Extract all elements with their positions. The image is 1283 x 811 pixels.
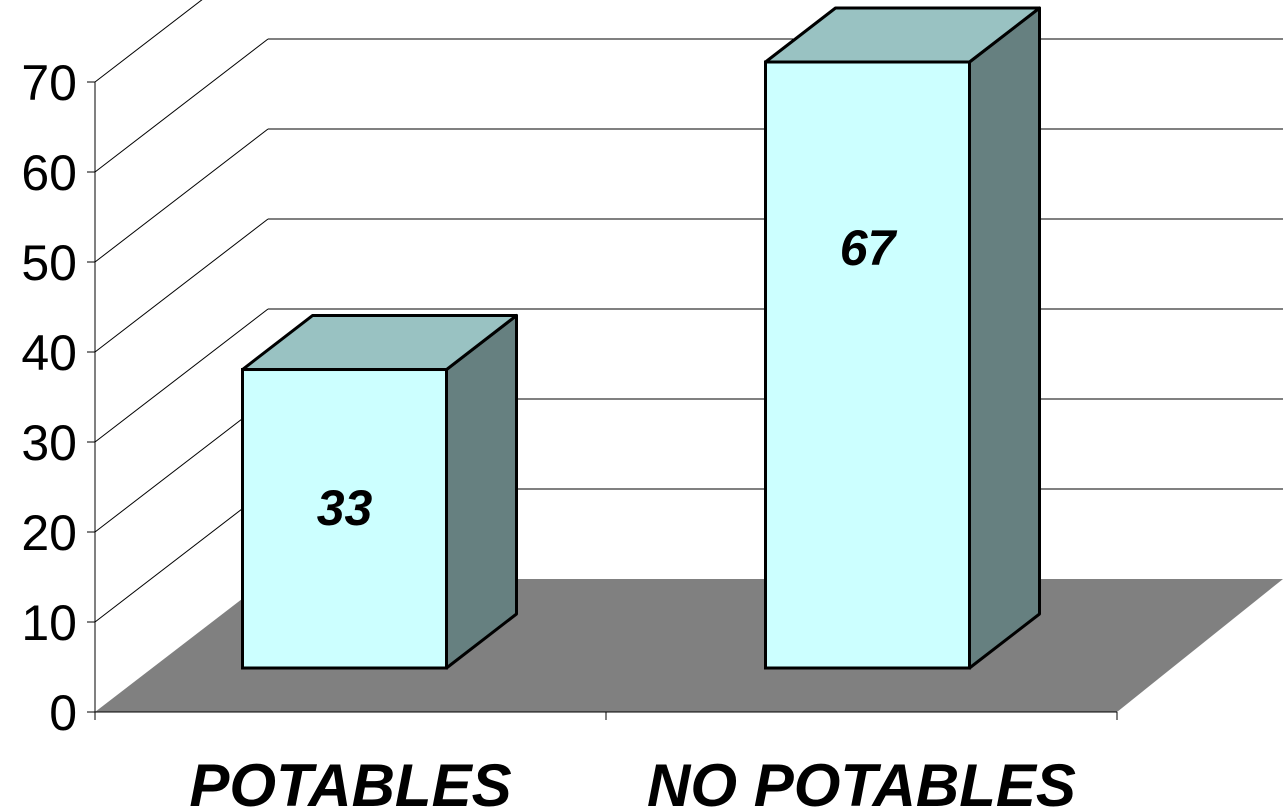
y-tick-label: 30 <box>21 415 77 471</box>
bar-side <box>968 6 1041 670</box>
bars <box>241 6 1041 670</box>
gridline-diagonal <box>94 398 269 533</box>
y-tick-label: 70 <box>21 55 77 111</box>
y-tick-label: 0 <box>49 685 77 741</box>
gridline-diagonal <box>94 308 269 443</box>
bar-front <box>764 60 971 670</box>
data-label: 33 <box>317 480 373 536</box>
y-tick-label: 50 <box>21 235 77 291</box>
y-tick-label: 10 <box>21 595 77 651</box>
gridline-diagonal <box>94 488 269 623</box>
data-label: 67 <box>840 220 898 276</box>
bar <box>764 6 1041 670</box>
y-tick-label: 60 <box>21 145 77 201</box>
x-category-label: POTABLES <box>189 752 511 811</box>
gridline-diagonal <box>94 218 269 353</box>
gridline-diagonal <box>94 128 269 263</box>
x-category-label: NO POTABLES <box>647 752 1076 811</box>
y-tick-label: 20 <box>21 505 77 561</box>
bar-front <box>241 368 448 670</box>
gridline-diagonal <box>94 38 269 173</box>
bar <box>241 314 518 670</box>
labels: 33 67 POTABLES NO POTABLES <box>189 220 1076 811</box>
bar-side <box>445 314 518 670</box>
y-axis: 0 10 20 30 40 50 60 70 <box>21 55 1118 741</box>
y-tick-label: 40 <box>21 325 77 381</box>
gridline-diagonal <box>94 0 203 83</box>
